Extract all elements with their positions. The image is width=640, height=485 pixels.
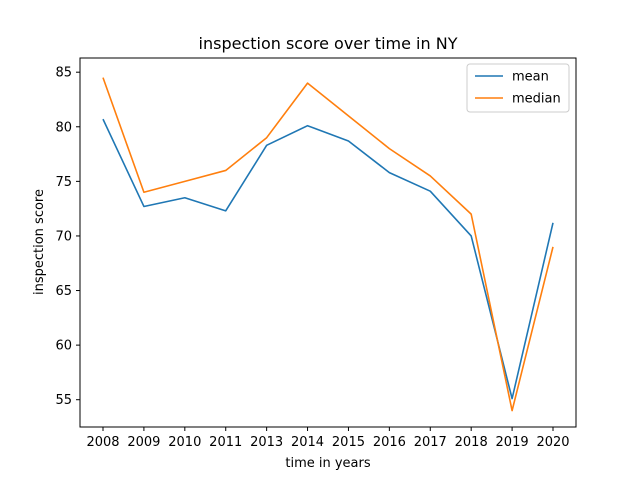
x-tick-label: 2009: [127, 435, 160, 450]
legend-label-median: median: [512, 92, 561, 107]
series-line-mean: [102, 118, 554, 400]
x-axis-label: time in years: [285, 456, 370, 471]
y-axis: 55 60 65 70 75 80 85: [55, 66, 80, 408]
chart-title: inspection score over time in NY: [199, 34, 458, 53]
y-tick-label: 60: [55, 339, 72, 354]
y-tick-label: 80: [55, 120, 72, 135]
y-tick-label: 70: [55, 229, 72, 244]
y-axis-label: inspection score: [32, 189, 47, 295]
series-line-median: [102, 77, 554, 412]
x-tick-label: 2015: [332, 435, 365, 450]
x-axis: 2008 2009 2010 2011 2013 2014 2015 2016 2017 2018…: [86, 427, 570, 450]
x-tick-label: 2014: [291, 435, 324, 450]
y-tick-label: 65: [55, 284, 72, 299]
x-tick-label: 2019: [496, 435, 529, 450]
x-tick-label: 2013: [250, 435, 283, 450]
x-tick-label: 2010: [168, 435, 201, 450]
legend-label-mean: mean: [512, 70, 549, 85]
series-layer: [102, 77, 554, 412]
x-tick-label: 2020: [536, 435, 569, 450]
y-tick-label: 75: [55, 175, 72, 190]
plot-frame: [79, 57, 577, 428]
y-tick-label: 85: [55, 66, 72, 81]
x-tick-label: 2018: [455, 435, 488, 450]
x-tick-label: 2017: [414, 435, 447, 450]
x-tick-label: 2011: [209, 435, 242, 450]
y-tick-label: 55: [55, 393, 72, 408]
x-tick-label: 2008: [86, 435, 119, 450]
x-tick-label: 2016: [373, 435, 406, 450]
legend: mean median: [466, 63, 570, 113]
